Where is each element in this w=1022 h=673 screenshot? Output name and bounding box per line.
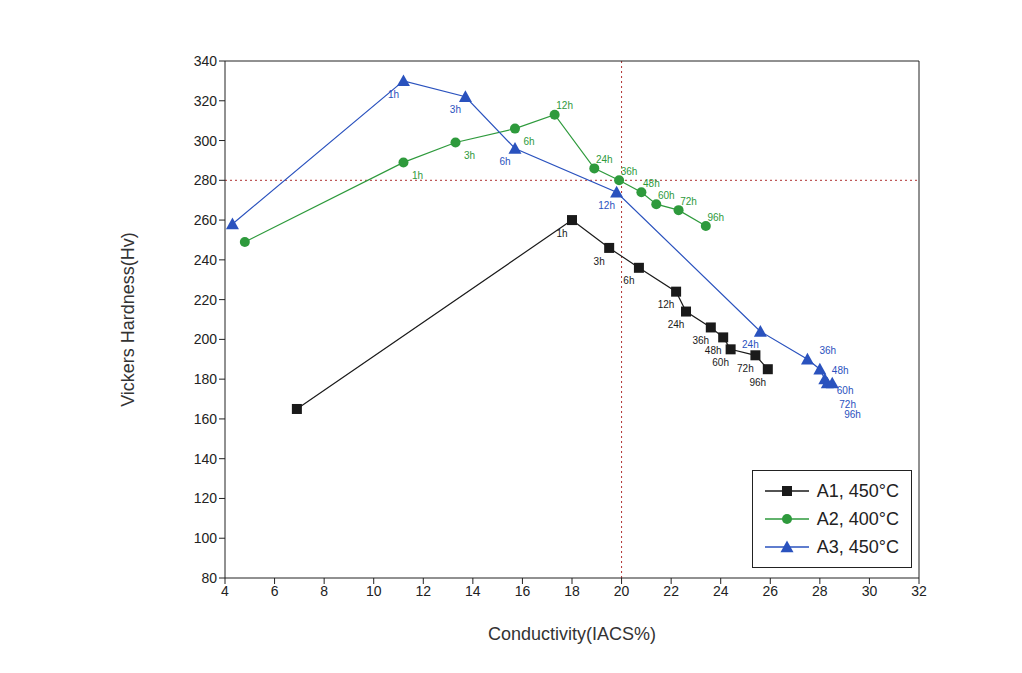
svg-text:18: 18 <box>564 583 580 599</box>
svg-text:1h: 1h <box>412 170 423 181</box>
svg-text:12h: 12h <box>598 200 615 211</box>
svg-text:6: 6 <box>271 583 279 599</box>
svg-text:6h: 6h <box>623 275 634 286</box>
svg-text:20: 20 <box>614 583 630 599</box>
svg-text:260: 260 <box>194 212 218 228</box>
svg-text:48h: 48h <box>643 178 660 189</box>
svg-text:280: 280 <box>194 172 218 188</box>
svg-text:22: 22 <box>663 583 679 599</box>
svg-text:30: 30 <box>862 583 878 599</box>
svg-text:1h: 1h <box>556 228 567 239</box>
svg-text:26: 26 <box>762 583 778 599</box>
svg-text:60h: 60h <box>658 190 675 201</box>
html-text:A1, 450°C: A1, 450°C <box>816 480 899 501</box>
svg-text:200: 200 <box>194 331 218 347</box>
svg-text:300: 300 <box>194 133 218 149</box>
svg-text:96h: 96h <box>844 409 861 420</box>
svg-text:160: 160 <box>194 411 218 427</box>
svg-text:24h: 24h <box>668 319 685 330</box>
svg-text:6h: 6h <box>499 156 510 167</box>
svg-text:96h: 96h <box>749 377 766 388</box>
svg-text:24: 24 <box>713 583 729 599</box>
svg-text:140: 140 <box>194 451 218 467</box>
html-text:A2, 400°C: A2, 400°C <box>816 508 899 529</box>
svg-text:72h: 72h <box>839 398 856 410</box>
svg-text:32: 32 <box>911 583 927 599</box>
svg-text:24h: 24h <box>742 339 759 350</box>
svg-text:220: 220 <box>194 292 218 308</box>
svg-text:36h: 36h <box>819 345 836 356</box>
svg-text:120: 120 <box>194 490 218 506</box>
svg-text:4: 4 <box>221 583 229 599</box>
svg-text:96h: 96h <box>707 212 724 223</box>
html-text:A3, 450°C: A3, 450°C <box>816 536 899 557</box>
svg-text:320: 320 <box>194 93 218 109</box>
svg-text:3h: 3h <box>594 256 605 267</box>
svg-text:60h: 60h <box>837 385 854 396</box>
svg-text:6h: 6h <box>523 136 534 147</box>
svg-text:60h: 60h <box>712 357 729 368</box>
svg-text:3h: 3h <box>464 150 475 161</box>
svg-text:8: 8 <box>320 583 328 599</box>
svg-text:72h: 72h <box>737 363 754 374</box>
svg-text:24h: 24h <box>596 154 613 165</box>
svg-text:10: 10 <box>366 583 382 599</box>
svg-text:48h: 48h <box>705 345 722 356</box>
svg-text:14: 14 <box>465 583 481 599</box>
svg-text:100: 100 <box>194 530 218 546</box>
svg-text:16: 16 <box>515 583 531 599</box>
svg-text:36h: 36h <box>692 335 710 347</box>
svg-text:Vickers Hardness(Hv): Vickers Hardness(Hv) <box>118 232 138 407</box>
svg-text:12h: 12h <box>556 100 573 111</box>
svg-text:Conductivity(IACS%): Conductivity(IACS%) <box>488 624 656 644</box>
svg-text:72h: 72h <box>680 196 697 207</box>
svg-text:28: 28 <box>812 583 828 599</box>
svg-text:36h: 36h <box>621 166 638 177</box>
svg-text:80: 80 <box>201 570 217 586</box>
svg-text:12h: 12h <box>658 299 675 310</box>
svg-text:12: 12 <box>415 583 431 599</box>
svg-text:180: 180 <box>194 371 218 387</box>
svg-text:240: 240 <box>194 252 218 268</box>
svg-text:1h: 1h <box>388 89 399 100</box>
svg-text:48h: 48h <box>832 365 849 376</box>
svg-text:3h: 3h <box>450 104 461 115</box>
svg-text:340: 340 <box>194 53 218 69</box>
